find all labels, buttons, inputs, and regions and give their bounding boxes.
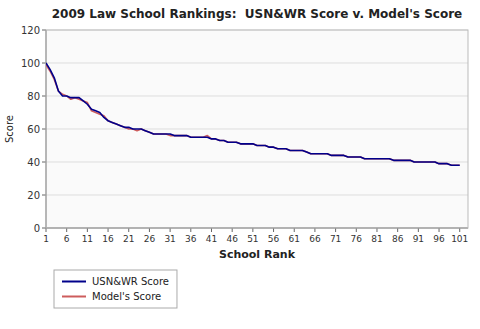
tick [42,129,46,130]
tick [252,228,253,232]
tick [356,228,357,232]
tick [128,228,129,232]
tick [314,228,315,232]
line [46,65,460,166]
chart: 2009 Law School Rankings: USN&WR Score v… [0,0,480,329]
tick-label: 31 [164,234,175,244]
tick-label: 100 [21,58,40,69]
y-axis: 0 20 40 60 80 100 120 [21,25,468,234]
grid-line [46,96,468,97]
plot-frame [46,30,468,228]
tick [42,162,46,163]
legend: USN&WR Score Model's Score [54,270,177,308]
tick [294,228,295,232]
tick-label: 56 [268,234,280,244]
tick [397,228,398,232]
tick [42,63,46,64]
tick-label: 6 [64,234,70,244]
title: 2009 Law School Rankings: USN&WR Score v… [52,7,463,21]
tick-label: 21 [123,234,134,244]
axis-label: Score [4,115,15,143]
tick-label: 76 [351,234,363,244]
tick-label: 96 [433,234,445,244]
plot-area [46,30,468,228]
tick [149,228,150,232]
legend-label: USN&WR Score [92,276,169,287]
tick-label: 1 [43,234,49,244]
legend-label: Model's Score [92,291,161,302]
axis-label: School Rank [219,248,296,261]
tick-label: 66 [309,234,321,244]
tick-label: 0 [34,223,40,234]
legend-swatch [62,281,86,283]
tick-label: 51 [247,234,258,244]
tick-label: 16 [102,234,114,244]
tick [376,228,377,232]
legend-frame [54,270,177,308]
grid-line [46,195,468,196]
tick [439,228,440,232]
tick [42,195,46,196]
x-axis: 1611162126313641465156616671768186919610… [43,228,468,244]
tick-label: 60 [27,124,40,135]
tick [42,30,46,31]
tick-label: 40 [27,157,40,168]
tick-label: 26 [144,234,156,244]
tick-label: 86 [392,234,404,244]
lines [46,63,460,165]
tick [46,228,47,232]
tick-label: 36 [185,234,197,244]
tick-label: 61 [289,234,300,244]
tick [459,228,460,232]
tick-label: 101 [451,234,468,244]
tick [42,228,46,229]
tick [273,228,274,232]
tick [87,228,88,232]
tick [66,228,67,232]
tick-label: 120 [21,25,40,36]
tick-label: 91 [413,234,424,244]
grid-line [46,129,468,130]
line [46,63,460,165]
tick [42,96,46,97]
tick [211,228,212,232]
tick-label: 81 [371,234,382,244]
tick [232,228,233,232]
grid-line [46,162,468,163]
tick [418,228,419,232]
tick [190,228,191,232]
grid-line [46,63,468,64]
tick-label: 46 [226,234,238,244]
tick-label: 80 [27,91,40,102]
tick [170,228,171,232]
tick-label: 11 [82,234,93,244]
tick-label: 41 [206,234,217,244]
tick [108,228,109,232]
tick [335,228,336,232]
tick-label: 20 [27,190,40,201]
legend-swatch [62,296,86,298]
tick-label: 71 [330,234,341,244]
